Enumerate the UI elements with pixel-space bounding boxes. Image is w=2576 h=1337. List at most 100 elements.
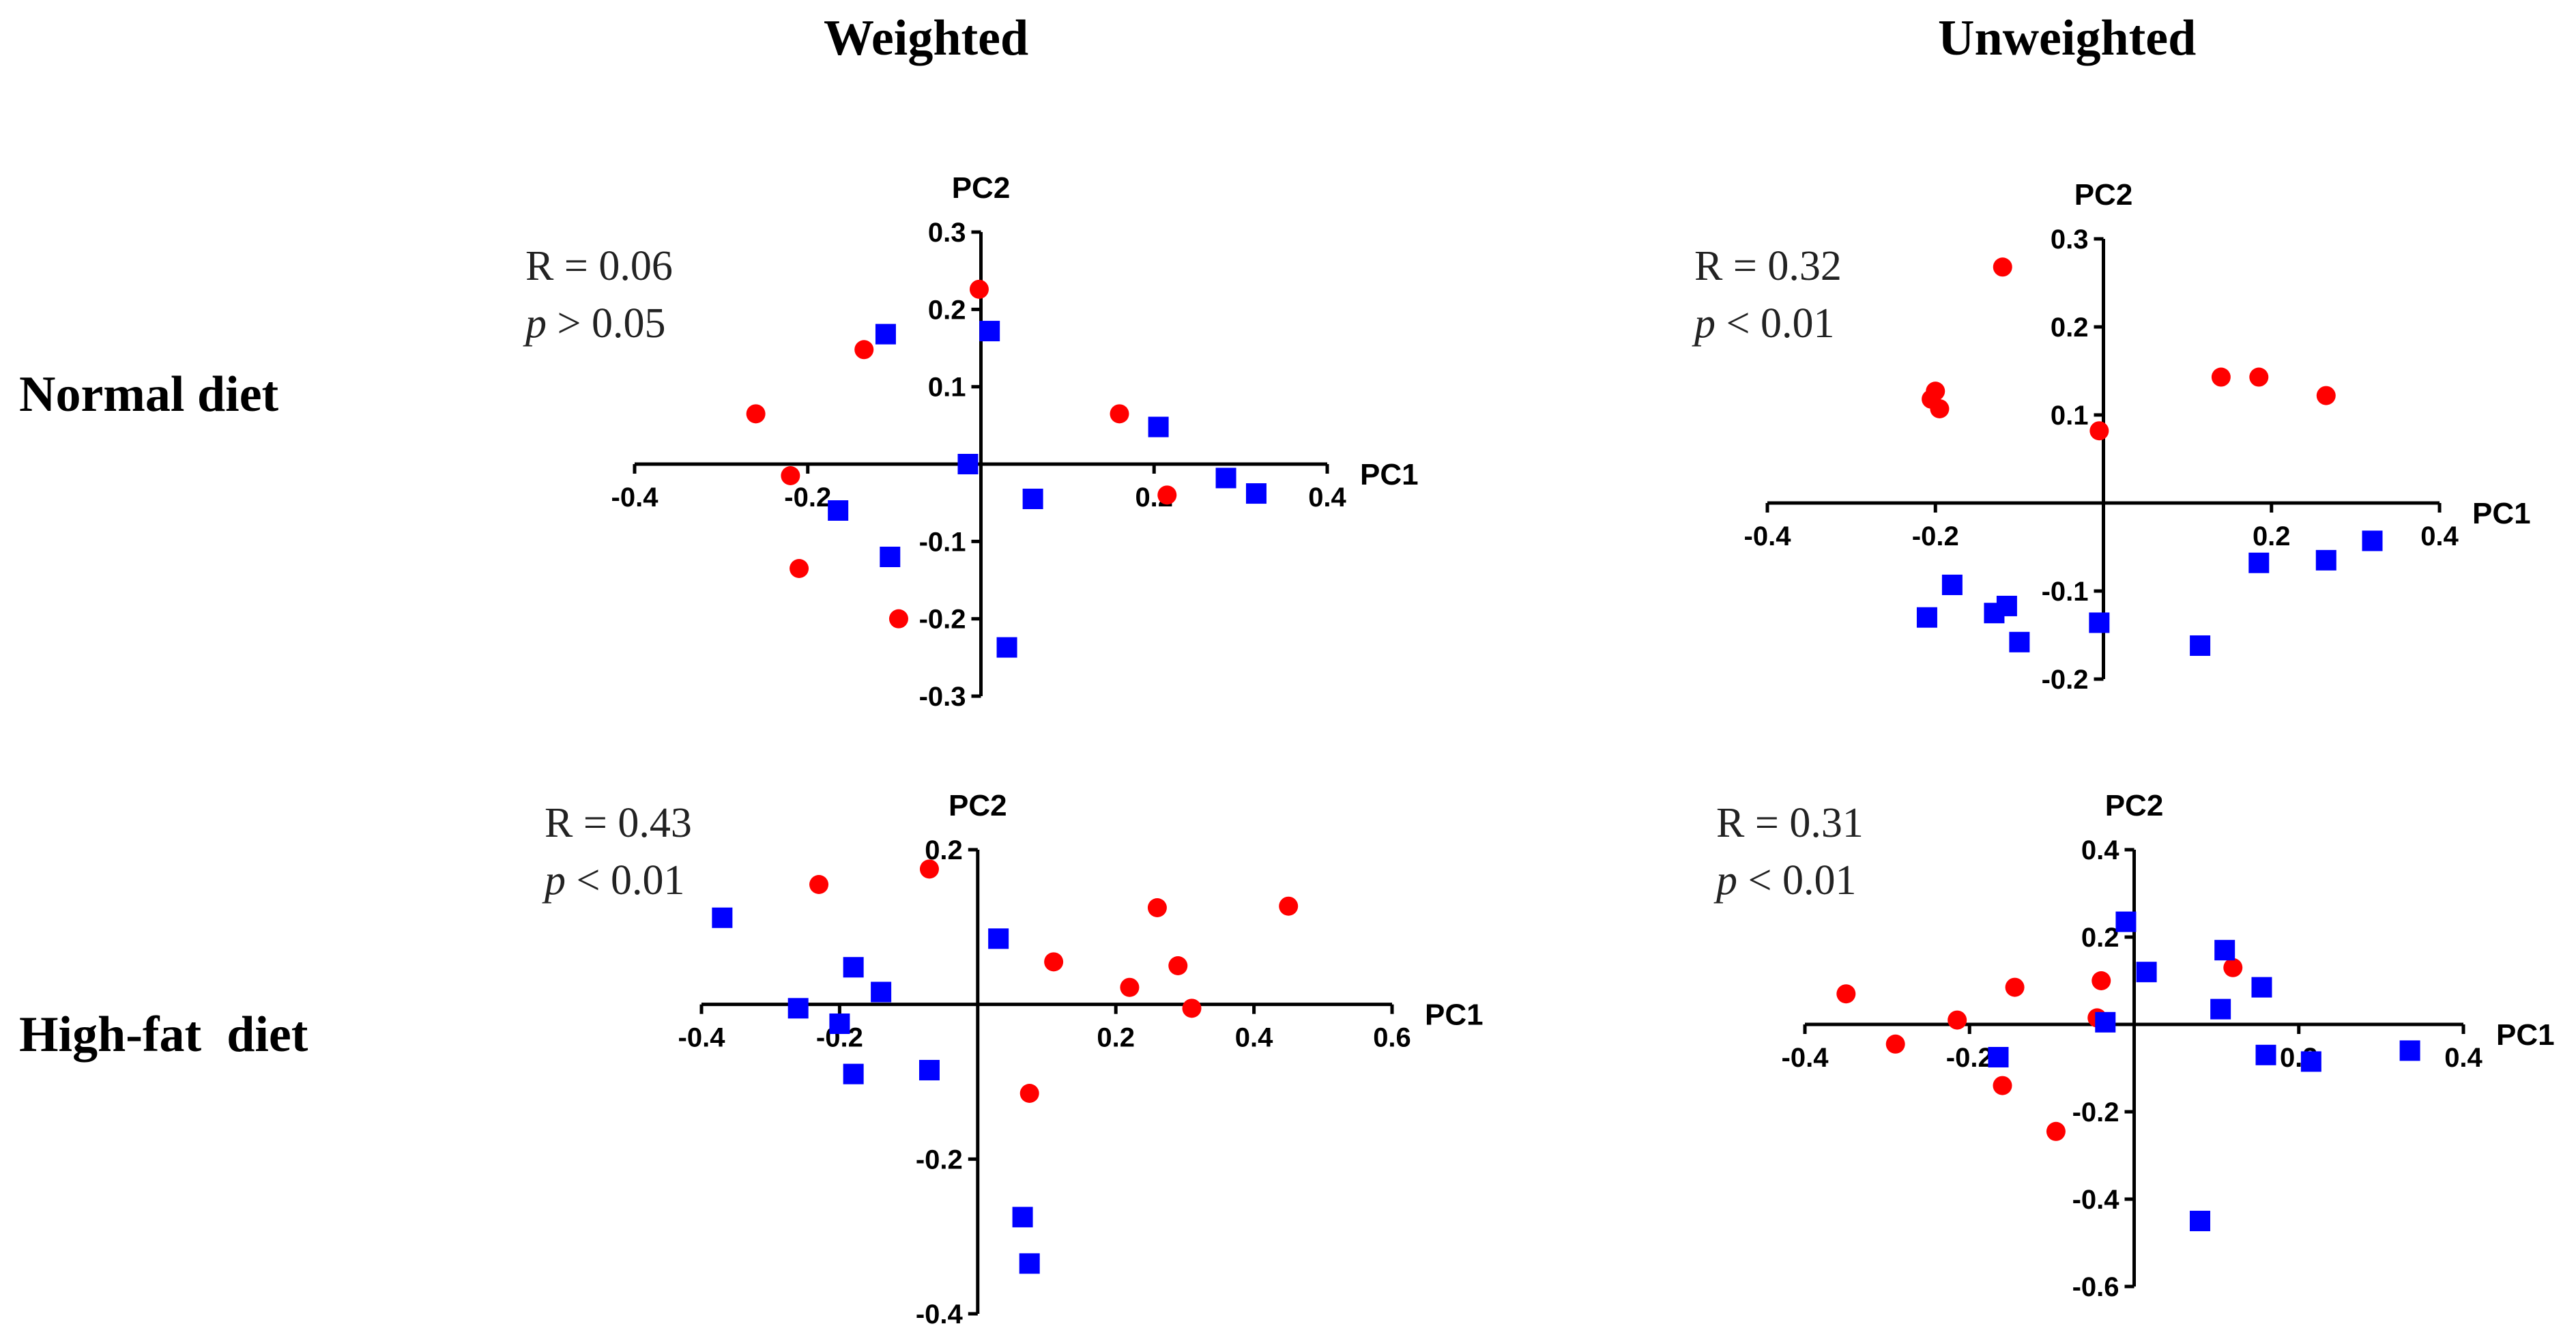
point-red bbox=[888, 609, 908, 629]
y-tick-label: -0.3 bbox=[919, 682, 966, 712]
point-blue bbox=[918, 1060, 940, 1080]
point-red bbox=[2211, 367, 2231, 387]
point-blue bbox=[2115, 911, 2137, 932]
p-text: < 0.01 bbox=[1737, 857, 1857, 904]
point-blue bbox=[2210, 998, 2231, 1020]
point-red bbox=[1993, 257, 2012, 277]
y-axis-label: PC2 bbox=[949, 789, 1007, 822]
y-tick-label: -0.6 bbox=[2072, 1272, 2119, 1302]
point-red bbox=[969, 279, 989, 299]
stats-weighted-highfat: R = 0.43 p < 0.01 bbox=[545, 794, 692, 909]
y-tick-label: 0.4 bbox=[2081, 835, 2119, 865]
x-tick-label: 0.4 bbox=[2444, 1043, 2483, 1073]
x-tick-label: 0.2 bbox=[1097, 1023, 1135, 1053]
point-blue bbox=[2362, 530, 2383, 551]
y-tick-label: 0.1 bbox=[2051, 401, 2089, 431]
point-red bbox=[1120, 977, 1140, 997]
point-blue bbox=[1996, 595, 2017, 616]
point-red bbox=[2223, 958, 2243, 977]
point-red bbox=[1168, 956, 1188, 975]
point-red bbox=[746, 404, 766, 424]
r-value: R = 0.32 bbox=[1694, 243, 1842, 289]
point-blue bbox=[1245, 483, 1267, 504]
point-red bbox=[2316, 386, 2336, 405]
point-blue bbox=[979, 321, 1000, 342]
p-text: < 0.01 bbox=[566, 857, 685, 904]
point-blue bbox=[1215, 468, 1236, 489]
point-blue bbox=[2248, 552, 2270, 573]
x-tick-label: 0.4 bbox=[1235, 1023, 1273, 1053]
point-blue bbox=[829, 1013, 850, 1034]
y-tick-label: 0.2 bbox=[2081, 923, 2119, 953]
x-tick-label: 0.6 bbox=[1373, 1023, 1411, 1053]
y-tick-label: 0.2 bbox=[2051, 313, 2089, 343]
point-blue bbox=[712, 907, 733, 928]
point-blue bbox=[1019, 1253, 1040, 1274]
column-title-unweighted: Unweighted bbox=[1938, 10, 2197, 66]
y-tick-label: -0.2 bbox=[916, 1145, 963, 1175]
point-blue bbox=[2136, 962, 2157, 983]
point-red bbox=[1110, 404, 1129, 424]
r-value: R = 0.06 bbox=[525, 243, 673, 289]
stats-weighted-normal: R = 0.06 p > 0.05 bbox=[525, 238, 673, 352]
point-red bbox=[1930, 399, 1950, 418]
point-blue bbox=[1012, 1207, 1033, 1228]
point-blue bbox=[875, 324, 896, 345]
point-blue bbox=[871, 981, 892, 1003]
point-red bbox=[2089, 421, 2109, 441]
y-axis-label: PC2 bbox=[952, 171, 1011, 205]
x-tick-label: -0.4 bbox=[1744, 521, 1792, 551]
panel-weighted-normal: -0.4 -0.2 0.2 0.40.30.20.1-0.1-0.2-0.3PC1PC… bbox=[611, 171, 1419, 712]
x-tick-label: -0.2 bbox=[784, 483, 831, 513]
p-value: p > 0.05 bbox=[525, 295, 673, 352]
stats-unweighted-normal: R = 0.32 p < 0.01 bbox=[1694, 238, 1842, 352]
y-tick-label: -0.1 bbox=[919, 527, 966, 557]
x-tick-label: 0.4 bbox=[1308, 483, 1346, 513]
panel-unweighted-normal: -0.4 -0.2 0.2 0.4 0.3 0.2 0.1 -0.1 -0.2 PC1 PC2 bbox=[1744, 178, 2531, 695]
column-title-weighted: Weighted bbox=[824, 10, 1029, 66]
point-red bbox=[2092, 971, 2111, 990]
x-tick-label: -0.2 bbox=[1912, 521, 1959, 551]
point-blue bbox=[2095, 1011, 2116, 1033]
point-red bbox=[2249, 367, 2269, 387]
p-symbol: p bbox=[1694, 300, 1716, 347]
y-tick-label: -0.2 bbox=[2072, 1097, 2119, 1127]
row-title-high-fat-diet: High-fat diet bbox=[19, 1007, 308, 1063]
point-blue bbox=[2214, 940, 2235, 961]
point-red bbox=[919, 859, 939, 879]
y-tick-label: 0.1 bbox=[928, 373, 966, 403]
point-red bbox=[1157, 485, 1177, 505]
point-blue bbox=[2089, 612, 2110, 633]
p-value: p < 0.01 bbox=[1716, 852, 1864, 909]
point-blue bbox=[1941, 574, 1963, 595]
p-symbol: p bbox=[1716, 857, 1737, 904]
y-tick-label: -0.2 bbox=[919, 605, 966, 635]
point-blue bbox=[988, 928, 1009, 949]
point-blue bbox=[2190, 635, 2211, 656]
point-red bbox=[1019, 1084, 1039, 1103]
p-text: < 0.01 bbox=[1716, 300, 1835, 347]
point-red bbox=[1044, 952, 1064, 972]
point-blue bbox=[828, 500, 849, 521]
point-red bbox=[1993, 1076, 2012, 1095]
point-blue bbox=[880, 547, 901, 567]
point-red bbox=[1147, 898, 1167, 917]
point-red bbox=[781, 466, 800, 485]
point-blue bbox=[2190, 1211, 2210, 1231]
point-blue bbox=[2300, 1051, 2321, 1072]
p-text: > 0.05 bbox=[547, 300, 666, 347]
x-tick-label: 0.4 bbox=[2420, 521, 2459, 551]
y-tick-label: -0.1 bbox=[2042, 577, 2089, 607]
point-red bbox=[1885, 1034, 1905, 1054]
point-blue bbox=[843, 957, 864, 978]
row-title-normal-diet: Normal diet bbox=[19, 366, 279, 422]
point-blue bbox=[2009, 631, 2030, 652]
point-blue bbox=[2251, 977, 2272, 998]
x-tick-label: 0.2 bbox=[2253, 521, 2291, 551]
point-blue bbox=[2315, 549, 2336, 571]
y-tick-label: -0.4 bbox=[916, 1299, 964, 1329]
point-blue bbox=[957, 454, 979, 474]
p-symbol: p bbox=[525, 300, 547, 347]
y-tick-label: 0.2 bbox=[928, 295, 966, 325]
